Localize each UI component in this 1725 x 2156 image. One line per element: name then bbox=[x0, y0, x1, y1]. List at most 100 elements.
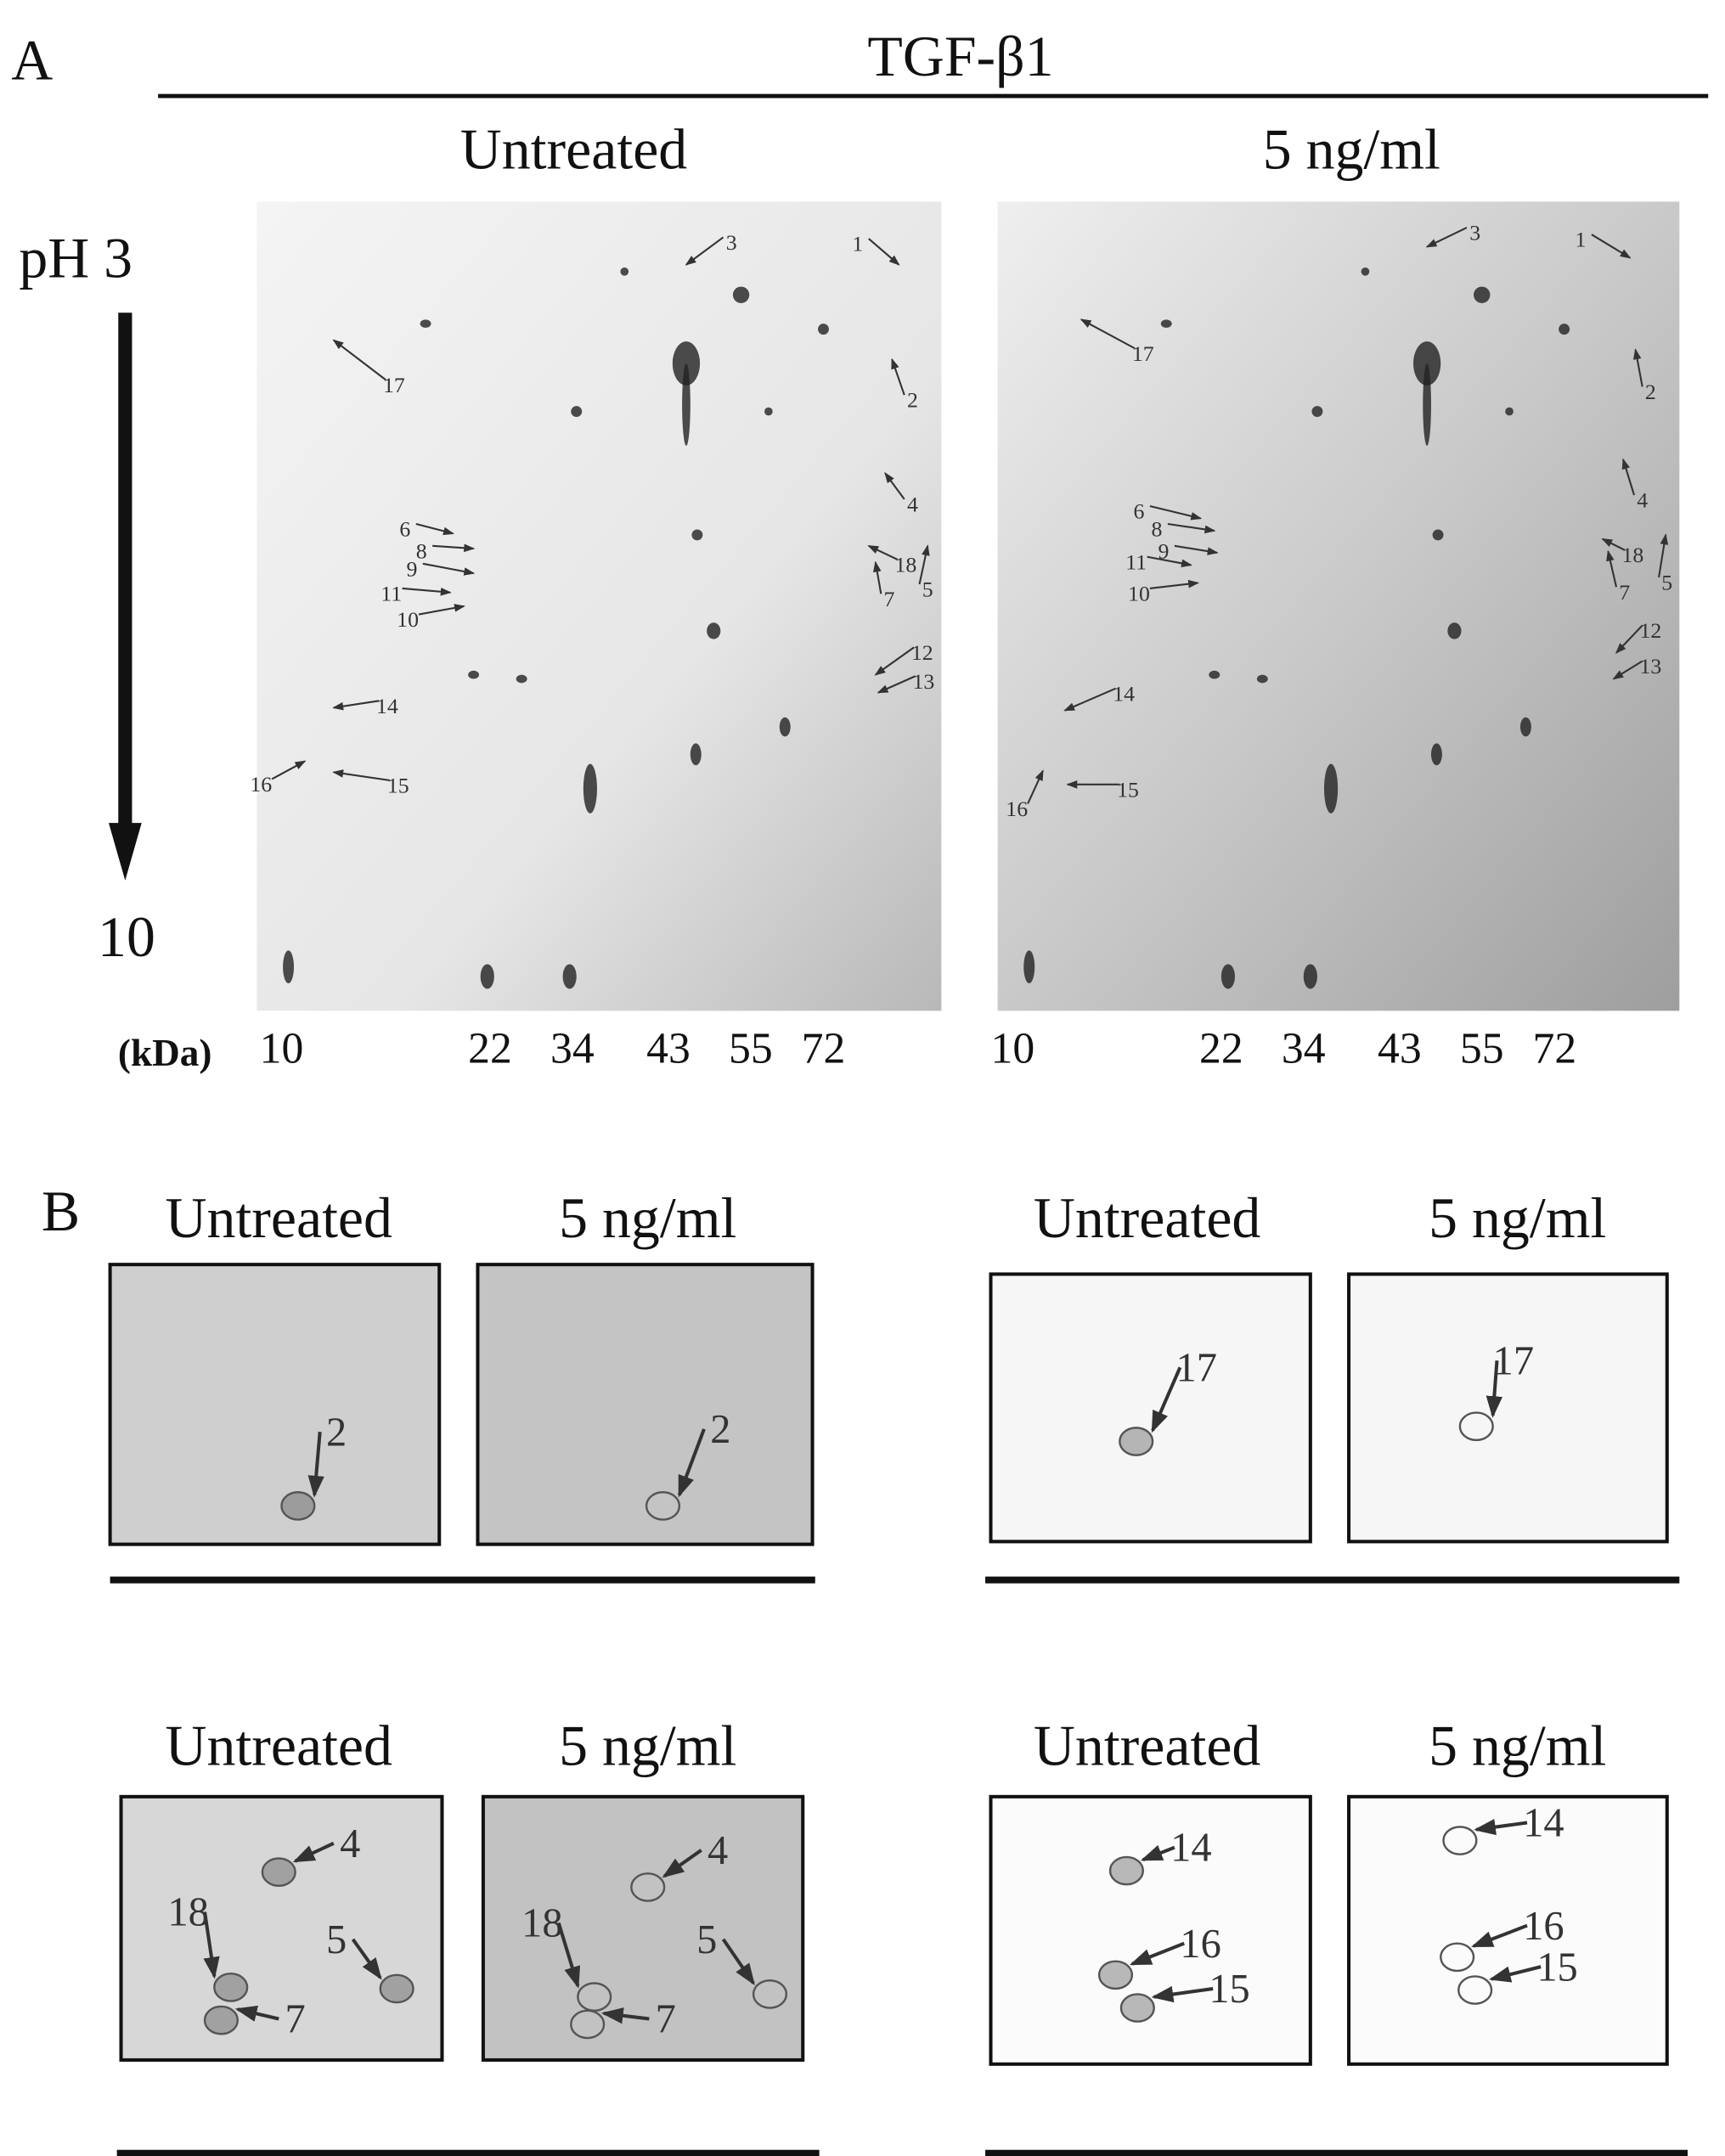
spot-label: 17 bbox=[383, 373, 405, 397]
gel-spot bbox=[690, 743, 702, 766]
spot-arrow bbox=[1174, 544, 1219, 555]
spot-label: 4 bbox=[340, 1821, 360, 1866]
spot-label: 10 bbox=[1128, 581, 1150, 605]
spot-circle bbox=[577, 1982, 612, 2012]
spot-label: 15 bbox=[1536, 1945, 1577, 1990]
spot-arrow bbox=[1129, 1941, 1185, 1966]
spot-label: 15 bbox=[1209, 1967, 1249, 2012]
mw-marker: 10 bbox=[260, 1025, 304, 1073]
spot-arrow bbox=[351, 1938, 382, 1980]
spot-circle bbox=[1458, 1411, 1494, 1442]
spot-label: 16 bbox=[1180, 1922, 1220, 1967]
spot-label: 12 bbox=[1639, 618, 1661, 643]
zoom-title: Untreated bbox=[166, 1186, 392, 1250]
spot-label: 4 bbox=[907, 492, 918, 516]
spot-arrow bbox=[1632, 348, 1643, 387]
spot-label: 11 bbox=[381, 581, 402, 605]
mw-marker: 72 bbox=[1533, 1025, 1577, 1073]
zoom-image bbox=[1347, 1794, 1669, 2066]
spot-label: 6 bbox=[399, 517, 410, 542]
spot-label: 13 bbox=[912, 669, 934, 694]
spot-label: 15 bbox=[387, 774, 409, 798]
spot-circle bbox=[752, 1979, 788, 2009]
spot-label: 2 bbox=[907, 388, 918, 413]
spot-circle bbox=[1440, 1942, 1475, 1973]
spot-label: 14 bbox=[1113, 681, 1135, 706]
gel-spot bbox=[1559, 324, 1570, 335]
zoom-title: 5 ng/ml bbox=[1429, 1714, 1606, 1778]
spot-arrow bbox=[1485, 1360, 1503, 1419]
mw-marker: 55 bbox=[729, 1025, 773, 1073]
gel-title: Untreated bbox=[460, 118, 687, 182]
spot-arrow bbox=[1488, 1965, 1542, 1983]
spot-arrow bbox=[868, 238, 900, 266]
spot-arrow bbox=[1425, 227, 1468, 248]
gel-image bbox=[256, 201, 942, 1011]
spot-circle bbox=[280, 1491, 316, 1521]
gel-image bbox=[997, 201, 1680, 1011]
spot-circle bbox=[645, 1491, 681, 1521]
spot-arrow bbox=[600, 2007, 650, 2024]
gel-spot bbox=[779, 717, 791, 737]
spot-label: 7 bbox=[285, 1997, 306, 2042]
spot-label: 15 bbox=[1117, 777, 1139, 802]
spot-arrow bbox=[1151, 1366, 1182, 1433]
spot-arrow bbox=[874, 646, 915, 676]
spot-label: 1 bbox=[1576, 228, 1587, 252]
spot-arrow bbox=[422, 562, 476, 576]
spot-arrow bbox=[662, 1849, 702, 1878]
gel-spot bbox=[1311, 406, 1323, 418]
spot-label: 8 bbox=[1151, 517, 1162, 542]
ph-arrow-head bbox=[108, 823, 142, 881]
spot-label: 18 bbox=[1621, 543, 1643, 567]
spot-label: 9 bbox=[406, 556, 417, 581]
zoom-image bbox=[476, 1263, 815, 1546]
spot-label: 2 bbox=[710, 1407, 730, 1452]
gel-spot bbox=[516, 674, 527, 684]
zoom-title: Untreated bbox=[1034, 1714, 1260, 1778]
gel-spot bbox=[1432, 529, 1444, 541]
spot-arrow bbox=[1147, 555, 1192, 568]
spot-arrow bbox=[332, 769, 391, 782]
panel-label: A bbox=[11, 29, 53, 93]
gel-spot bbox=[1220, 964, 1236, 989]
gel-spot bbox=[1256, 674, 1268, 684]
spot-arrow bbox=[1474, 1818, 1528, 1836]
spot-arrow bbox=[1080, 318, 1136, 350]
zoom-title: 5 ng/ml bbox=[1429, 1186, 1606, 1250]
spot-label: 5 bbox=[922, 577, 933, 602]
zoom-image bbox=[989, 1794, 1312, 2066]
spot-circle bbox=[379, 1973, 414, 2004]
spot-label: 7 bbox=[884, 587, 895, 611]
gel-spot bbox=[480, 964, 494, 989]
spot-arrow bbox=[1591, 234, 1632, 259]
spot-arrow bbox=[1471, 1923, 1528, 1948]
spot-label: 18 bbox=[167, 1890, 208, 1935]
gel-spot bbox=[1023, 950, 1035, 984]
gel-spot bbox=[707, 622, 721, 639]
spot-label: 16 bbox=[250, 772, 272, 797]
spot-arrow bbox=[1151, 1985, 1214, 2003]
gel-spot bbox=[571, 406, 583, 418]
zoom-image bbox=[1347, 1272, 1669, 1544]
spot-arrow bbox=[332, 700, 380, 711]
spot-arrow bbox=[402, 587, 452, 596]
spot-label: 9 bbox=[1158, 538, 1170, 563]
spot-label: 14 bbox=[1523, 1801, 1564, 1846]
spot-arrow bbox=[1615, 624, 1643, 654]
mw-unit: (kDa) bbox=[118, 1032, 212, 1074]
spot-label: 17 bbox=[1493, 1338, 1534, 1383]
spot-label: 3 bbox=[1469, 221, 1480, 245]
spot-arrow bbox=[271, 760, 307, 780]
spot-label: 6 bbox=[1133, 499, 1144, 524]
spot-circle bbox=[1457, 1975, 1493, 2005]
gel-spot bbox=[1474, 286, 1491, 303]
spot-arrow bbox=[203, 1911, 220, 1979]
gel-spot bbox=[620, 267, 629, 276]
spot-arrow bbox=[556, 1922, 581, 1989]
spot-arrow bbox=[1658, 533, 1669, 578]
spot-arrow bbox=[1063, 687, 1116, 712]
spot-arrow bbox=[332, 339, 386, 381]
